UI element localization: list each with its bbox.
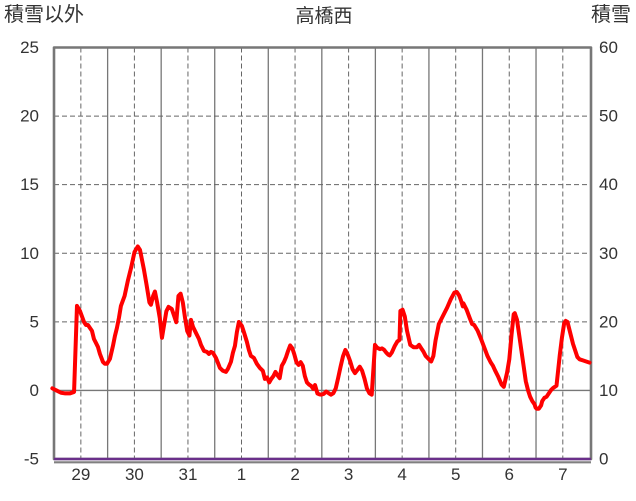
svg-text:10: 10: [20, 244, 39, 263]
svg-text:30: 30: [599, 244, 618, 263]
svg-text:30: 30: [125, 465, 144, 484]
svg-text:5: 5: [30, 312, 39, 331]
svg-text:3: 3: [344, 465, 353, 484]
svg-text:20: 20: [20, 107, 39, 126]
svg-text:15: 15: [20, 175, 39, 194]
svg-text:積雪以外: 積雪以外: [4, 3, 84, 26]
svg-text:31: 31: [178, 465, 197, 484]
svg-text:25: 25: [20, 38, 39, 57]
svg-text:20: 20: [599, 312, 618, 331]
svg-text:10: 10: [599, 381, 618, 400]
svg-text:7: 7: [558, 465, 567, 484]
svg-text:6: 6: [505, 465, 514, 484]
svg-text:29: 29: [71, 465, 90, 484]
svg-text:40: 40: [599, 175, 618, 194]
svg-text:-5: -5: [24, 450, 39, 469]
svg-text:2: 2: [290, 465, 299, 484]
svg-text:60: 60: [599, 38, 618, 57]
svg-text:高橋西: 高橋西: [295, 5, 352, 27]
svg-text:50: 50: [599, 107, 618, 126]
svg-text:積雪: 積雪: [591, 3, 631, 26]
svg-text:5: 5: [451, 465, 460, 484]
svg-text:4: 4: [397, 465, 406, 484]
svg-text:0: 0: [30, 381, 39, 400]
svg-text:0: 0: [599, 450, 608, 469]
svg-text:1: 1: [237, 465, 246, 484]
